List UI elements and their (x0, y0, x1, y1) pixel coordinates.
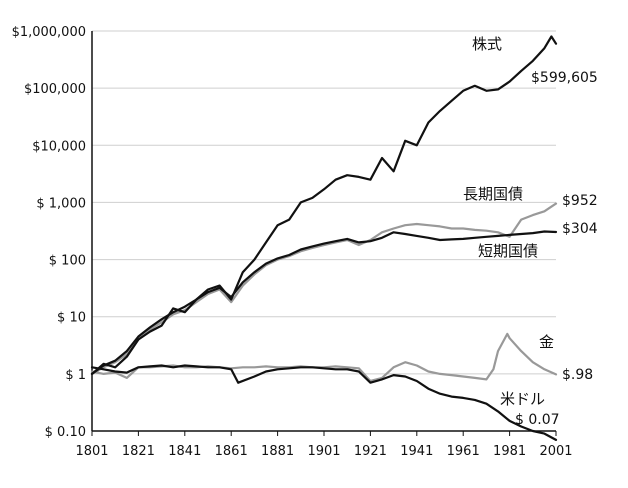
y-tick-label: $1,000,000 (12, 25, 86, 40)
y-tick-label: $ 0.10 (45, 425, 86, 440)
series-line-3 (90, 332, 558, 383)
x-tick-label: 1821 (122, 444, 155, 459)
series-label-stocks: 株式 (472, 35, 502, 53)
y-tick-label: $ 1,000 (36, 196, 86, 211)
x-tick-label: 1901 (307, 444, 340, 459)
x-tick-label: 1881 (261, 444, 294, 459)
y-tick-label: $ 1 (65, 368, 86, 383)
series-line-1 (90, 202, 558, 375)
x-tick-label: 2001 (539, 444, 572, 459)
x-tick-label: 1921 (354, 444, 387, 459)
end-value-stocks: $599,605 (531, 70, 598, 86)
axes (91, 31, 556, 432)
y-axis-ticks: $1,000,000 $100,000 $10,000 $ 1,000 $ 100 $ 1… (12, 25, 86, 440)
x-tick-label: 1981 (493, 444, 526, 459)
series-label-bills: 短期国債 (478, 242, 538, 260)
end-value-dollar: $ 0.07 (515, 412, 560, 428)
end-value-bills: $304 (562, 221, 598, 237)
y-tick-label: $ 10 (57, 311, 86, 326)
series-label-long-bonds: 長期国債 (463, 185, 523, 203)
series-label-dollar: 米ドル (500, 390, 545, 408)
y-tick-label: $10,000 (32, 139, 86, 154)
end-value-long-bonds: $952 (562, 193, 598, 209)
series-label-gold: 金 (539, 333, 554, 351)
series-lines (90, 35, 558, 441)
y-tick-label: $100,000 (24, 82, 86, 97)
x-tick-label: 1841 (168, 444, 201, 459)
series-line-0 (90, 35, 558, 375)
x-tick-label: 1941 (400, 444, 433, 459)
y-tick-label: $ 100 (49, 254, 86, 269)
end-value-gold: $.98 (562, 367, 593, 383)
x-tick-label: 1861 (215, 444, 248, 459)
x-tick-label: 1801 (75, 444, 108, 459)
x-tick-label: 1961 (447, 444, 480, 459)
series-line-4 (90, 364, 558, 441)
x-axis-ticks: 1801 1821 1841 1861 1881 1901 1921 1941 1961 1981… (75, 431, 573, 459)
